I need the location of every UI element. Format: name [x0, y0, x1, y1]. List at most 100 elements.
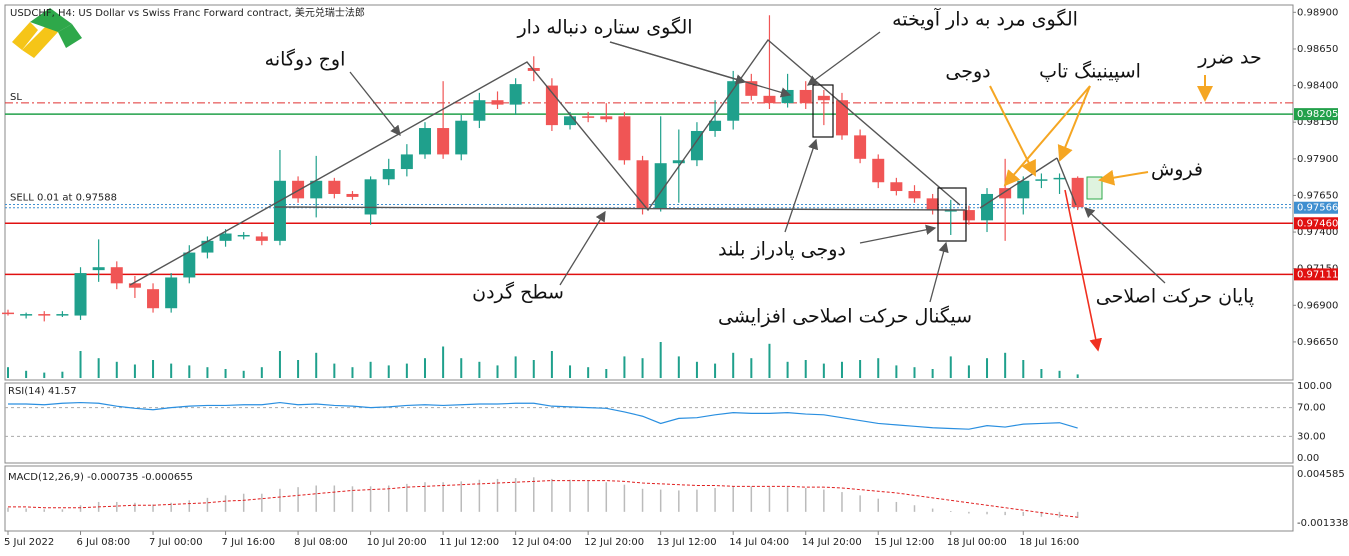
volume-bar [750, 358, 753, 378]
annotation: اسپینینگ تاپ [1039, 61, 1141, 83]
y-tick-label: 0.96900 [1297, 300, 1338, 311]
volume-bar [804, 360, 807, 378]
x-tick-label: 18 Jul 00:00 [947, 537, 1007, 548]
volume-bar [913, 367, 916, 378]
y-tick-label: 0.96650 [1297, 337, 1338, 348]
candle-body [437, 128, 450, 155]
price-level-label: 0.97460 [1297, 218, 1338, 229]
price-level-label: 0.98205 [1297, 109, 1338, 120]
volume-bar [260, 367, 263, 378]
candle-body [1035, 179, 1048, 181]
candle-body [854, 135, 867, 159]
x-tick-label: 13 Jul 12:00 [657, 537, 717, 548]
volume-bar [1040, 369, 1043, 378]
x-tick-label: 18 Jul 16:00 [1019, 537, 1079, 548]
x-tick-label: 14 Jul 04:00 [729, 537, 789, 548]
volume-bar [623, 356, 626, 378]
y-tick-label: 0.97400 [1297, 227, 1338, 238]
y-tick-label: 0.97900 [1297, 154, 1338, 165]
candle-body [690, 130, 703, 161]
macd-tick-label: -0.001338 [1297, 518, 1348, 529]
volume-bar [550, 351, 553, 378]
candle-body [600, 116, 613, 120]
y-tick-label: 0.97650 [1297, 190, 1338, 201]
candle-body [92, 267, 105, 271]
volume-bar [677, 356, 680, 378]
candle-body [183, 252, 196, 278]
candle-body [981, 193, 994, 221]
chart-header: USDCHF, H4: US Dollar vs Swiss Franc For… [10, 6, 365, 19]
candle-body [382, 169, 395, 180]
price-level-tag [1294, 217, 1338, 230]
candle-body [817, 95, 830, 101]
candle-body [872, 158, 885, 183]
price-level-tag [1294, 201, 1338, 214]
candle-body [582, 116, 595, 118]
volume-bar [206, 367, 209, 378]
candle-body [491, 100, 504, 105]
volume-bar [1022, 360, 1025, 378]
annotation: سیگنال حرکت اصلاحی افزایشی [718, 305, 972, 328]
volume-bar [152, 360, 155, 378]
volume-bar [1058, 370, 1061, 378]
candle-body [709, 120, 722, 131]
candle-body [1017, 180, 1030, 199]
volume-bar [224, 369, 227, 378]
volume-bar [460, 358, 463, 378]
candle-body [201, 240, 214, 253]
candle-body [509, 84, 522, 105]
arrows [349, 31, 1213, 352]
volume-bar [43, 372, 46, 378]
volume-bar [297, 360, 300, 378]
volume-bar [695, 361, 698, 378]
macd-tick-label: 0.004585 [1297, 469, 1345, 480]
volume-bar [478, 361, 481, 378]
price-level-label: 0.97111 [1297, 269, 1338, 280]
candle-body [147, 289, 160, 309]
candle-body [346, 193, 359, 197]
volume-bar [587, 367, 590, 378]
marks: 0.98900 0.98650 0.98400 0.98150 0.97900 0.976… [2, 7, 1348, 548]
volume-bar [986, 358, 989, 378]
volume-bar [967, 365, 970, 378]
rsi-title: RSI(14) 41.57 [8, 386, 77, 397]
candle-body [255, 236, 268, 241]
volume-bar [97, 358, 100, 378]
annotation: فروش [1151, 159, 1203, 181]
candle-body [999, 188, 1012, 199]
volume-bar [188, 365, 191, 378]
volume-bar [641, 358, 644, 378]
candle-body [926, 198, 939, 211]
volume-bar [949, 356, 952, 378]
candle-body [56, 314, 69, 316]
candle-body [165, 277, 178, 309]
pattern-lines [129, 38, 1103, 286]
x-tick-label: 8 Jul 08:00 [294, 537, 348, 548]
candle-body [672, 160, 685, 164]
candle-body [781, 89, 794, 104]
volume-bar [369, 361, 372, 378]
candle-body [364, 179, 377, 215]
volume-bar [115, 361, 118, 378]
volume-bar [170, 363, 173, 378]
candle-body [292, 180, 305, 199]
volume-bar [931, 369, 934, 378]
logo [12, 8, 82, 58]
volume-bar [242, 370, 245, 378]
macd-title: MACD(12,26,9) -0.000735 -0.000655 [8, 472, 193, 483]
candle-body [2, 312, 14, 315]
y-tick-label: 0.98650 [1297, 44, 1338, 55]
volume-bar [315, 352, 318, 378]
volume-bar [895, 365, 898, 378]
x-tick-label: 6 Jul 08:00 [77, 537, 131, 548]
candle-body [962, 210, 975, 221]
volume-bar [133, 364, 136, 378]
volume-bar [605, 369, 608, 378]
volume-bar [569, 365, 572, 378]
candle-body [799, 89, 812, 104]
y-tick-label: 0.98400 [1297, 81, 1338, 92]
volume-bar [496, 365, 499, 378]
price-level-tag [1294, 108, 1338, 121]
x-tick-label: 11 Jul 12:00 [439, 537, 499, 548]
candle-body [38, 314, 51, 316]
